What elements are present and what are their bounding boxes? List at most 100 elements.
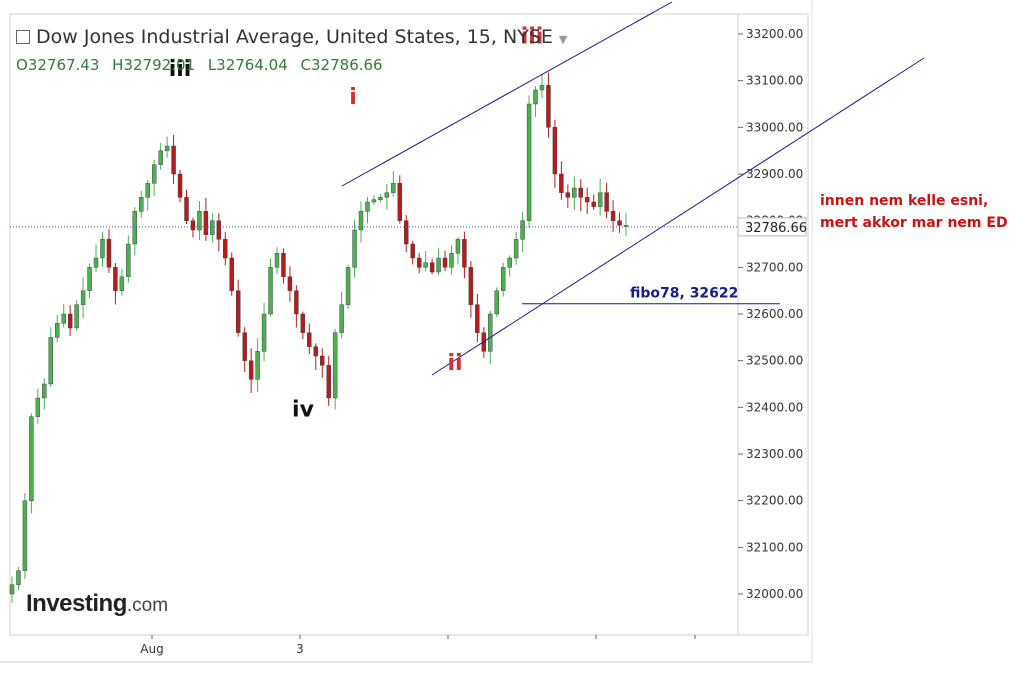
candle-body [533,89,538,105]
candle-body [320,355,325,366]
candle-body [494,290,499,315]
candle-body [585,197,590,203]
candle-body [210,220,215,235]
candle-body [597,192,603,207]
last-price-value: 32786.66 [745,221,807,236]
candle-body [16,570,21,585]
x-tick-label: Aug [140,642,163,656]
candle-body [416,257,422,268]
candle-body [539,85,545,91]
candle-body [358,211,364,231]
candle-body [610,211,616,221]
chart-title: Dow Jones Industrial Average, United Sta… [36,26,553,48]
candle-body [365,201,370,212]
candle-body [255,351,260,380]
candle-body [223,239,228,259]
candle-body [164,145,170,151]
ohlc-high-value: 32792.01 [123,56,196,74]
y-tick-label: 32200.00 [746,494,803,508]
candle-body [171,145,176,175]
candle-body [591,201,596,207]
candle-body [617,220,622,226]
candle-body [9,584,15,595]
y-tick-label: 32900.00 [746,167,803,181]
candle-body [371,199,377,203]
candle-body [455,239,461,254]
candle-body [326,365,331,399]
x-tick-label: 3 [296,642,304,656]
candle-body [113,267,118,291]
candle-body [578,187,583,198]
candle-body [404,220,409,245]
fibo-label: fibo78, 32622 [630,286,738,302]
square-icon [16,30,30,44]
candle-body [604,192,609,212]
candle-body [248,360,254,380]
candle-body [74,304,79,329]
ohlc-readout: O32767.43 H32792.01 L32764.04 C32786.66 [16,56,391,74]
y-tick-label: 32400.00 [746,400,803,414]
candle-body [572,187,577,198]
candle-body [274,253,280,268]
ohlc-close-key: C [300,56,312,74]
y-tick-label: 33200.00 [746,27,803,41]
chevron-down-icon[interactable]: ▼ [558,33,568,46]
logo-brand: Investing [26,590,127,617]
candle-body [352,229,357,268]
candle-body [119,276,125,291]
y-tick-label: 32000.00 [746,587,803,601]
last-price-tag [737,217,807,237]
candle-body [623,225,629,227]
note-line-1: innen nem kelle esni, [820,193,989,209]
candle-body [501,267,506,291]
candle-body [462,239,467,268]
candle-body [565,192,571,198]
candle-body [513,239,519,259]
y-tick-label: 32300.00 [746,447,803,461]
candle-body [151,164,157,184]
y-tick-label: 33100.00 [746,74,803,88]
candle-body [546,85,551,128]
plot-frame [9,13,739,636]
candle-body [229,257,234,291]
candle-body [261,313,267,352]
wave-label: iii [521,24,544,49]
investing-logo: Investing.com [26,590,168,618]
candle-body [559,173,564,193]
candle-body [197,211,202,231]
candle-body [332,332,338,399]
candle-body [397,183,402,221]
y-tick-label: 33000.00 [746,120,803,134]
candle-body [423,262,428,268]
candle-body [145,183,150,198]
candle-body [67,313,73,329]
candle-body [100,239,105,259]
candle-body [436,257,441,273]
price-axis [737,13,809,636]
candle-body [410,243,415,259]
candle-body [126,243,131,277]
ohlc-low-key: L [207,56,217,74]
ohlc-high-key: H [112,56,124,74]
candle-body [48,337,53,385]
candle-body [468,267,474,305]
ohlc-open-key: O [16,56,28,74]
candle-body [488,313,493,352]
ohlc-open-value: 32767.43 [27,56,100,74]
candle-body [242,332,247,361]
logo-suffix: .com [126,595,169,616]
candle-body [93,257,99,268]
candle-body [391,183,396,193]
ohlc-close-value: 32786.66 [311,56,383,74]
candle-body [268,267,273,315]
note-line-2: mert akkor mar nem ED [820,215,1008,231]
candle-body [520,220,525,240]
wave-label: ii [447,351,462,376]
candle-body [507,257,512,268]
wave-label: iii [169,57,192,82]
candle-body [449,253,454,268]
candle-body [190,220,196,231]
candle-body [61,313,66,324]
candle-body [300,313,306,333]
